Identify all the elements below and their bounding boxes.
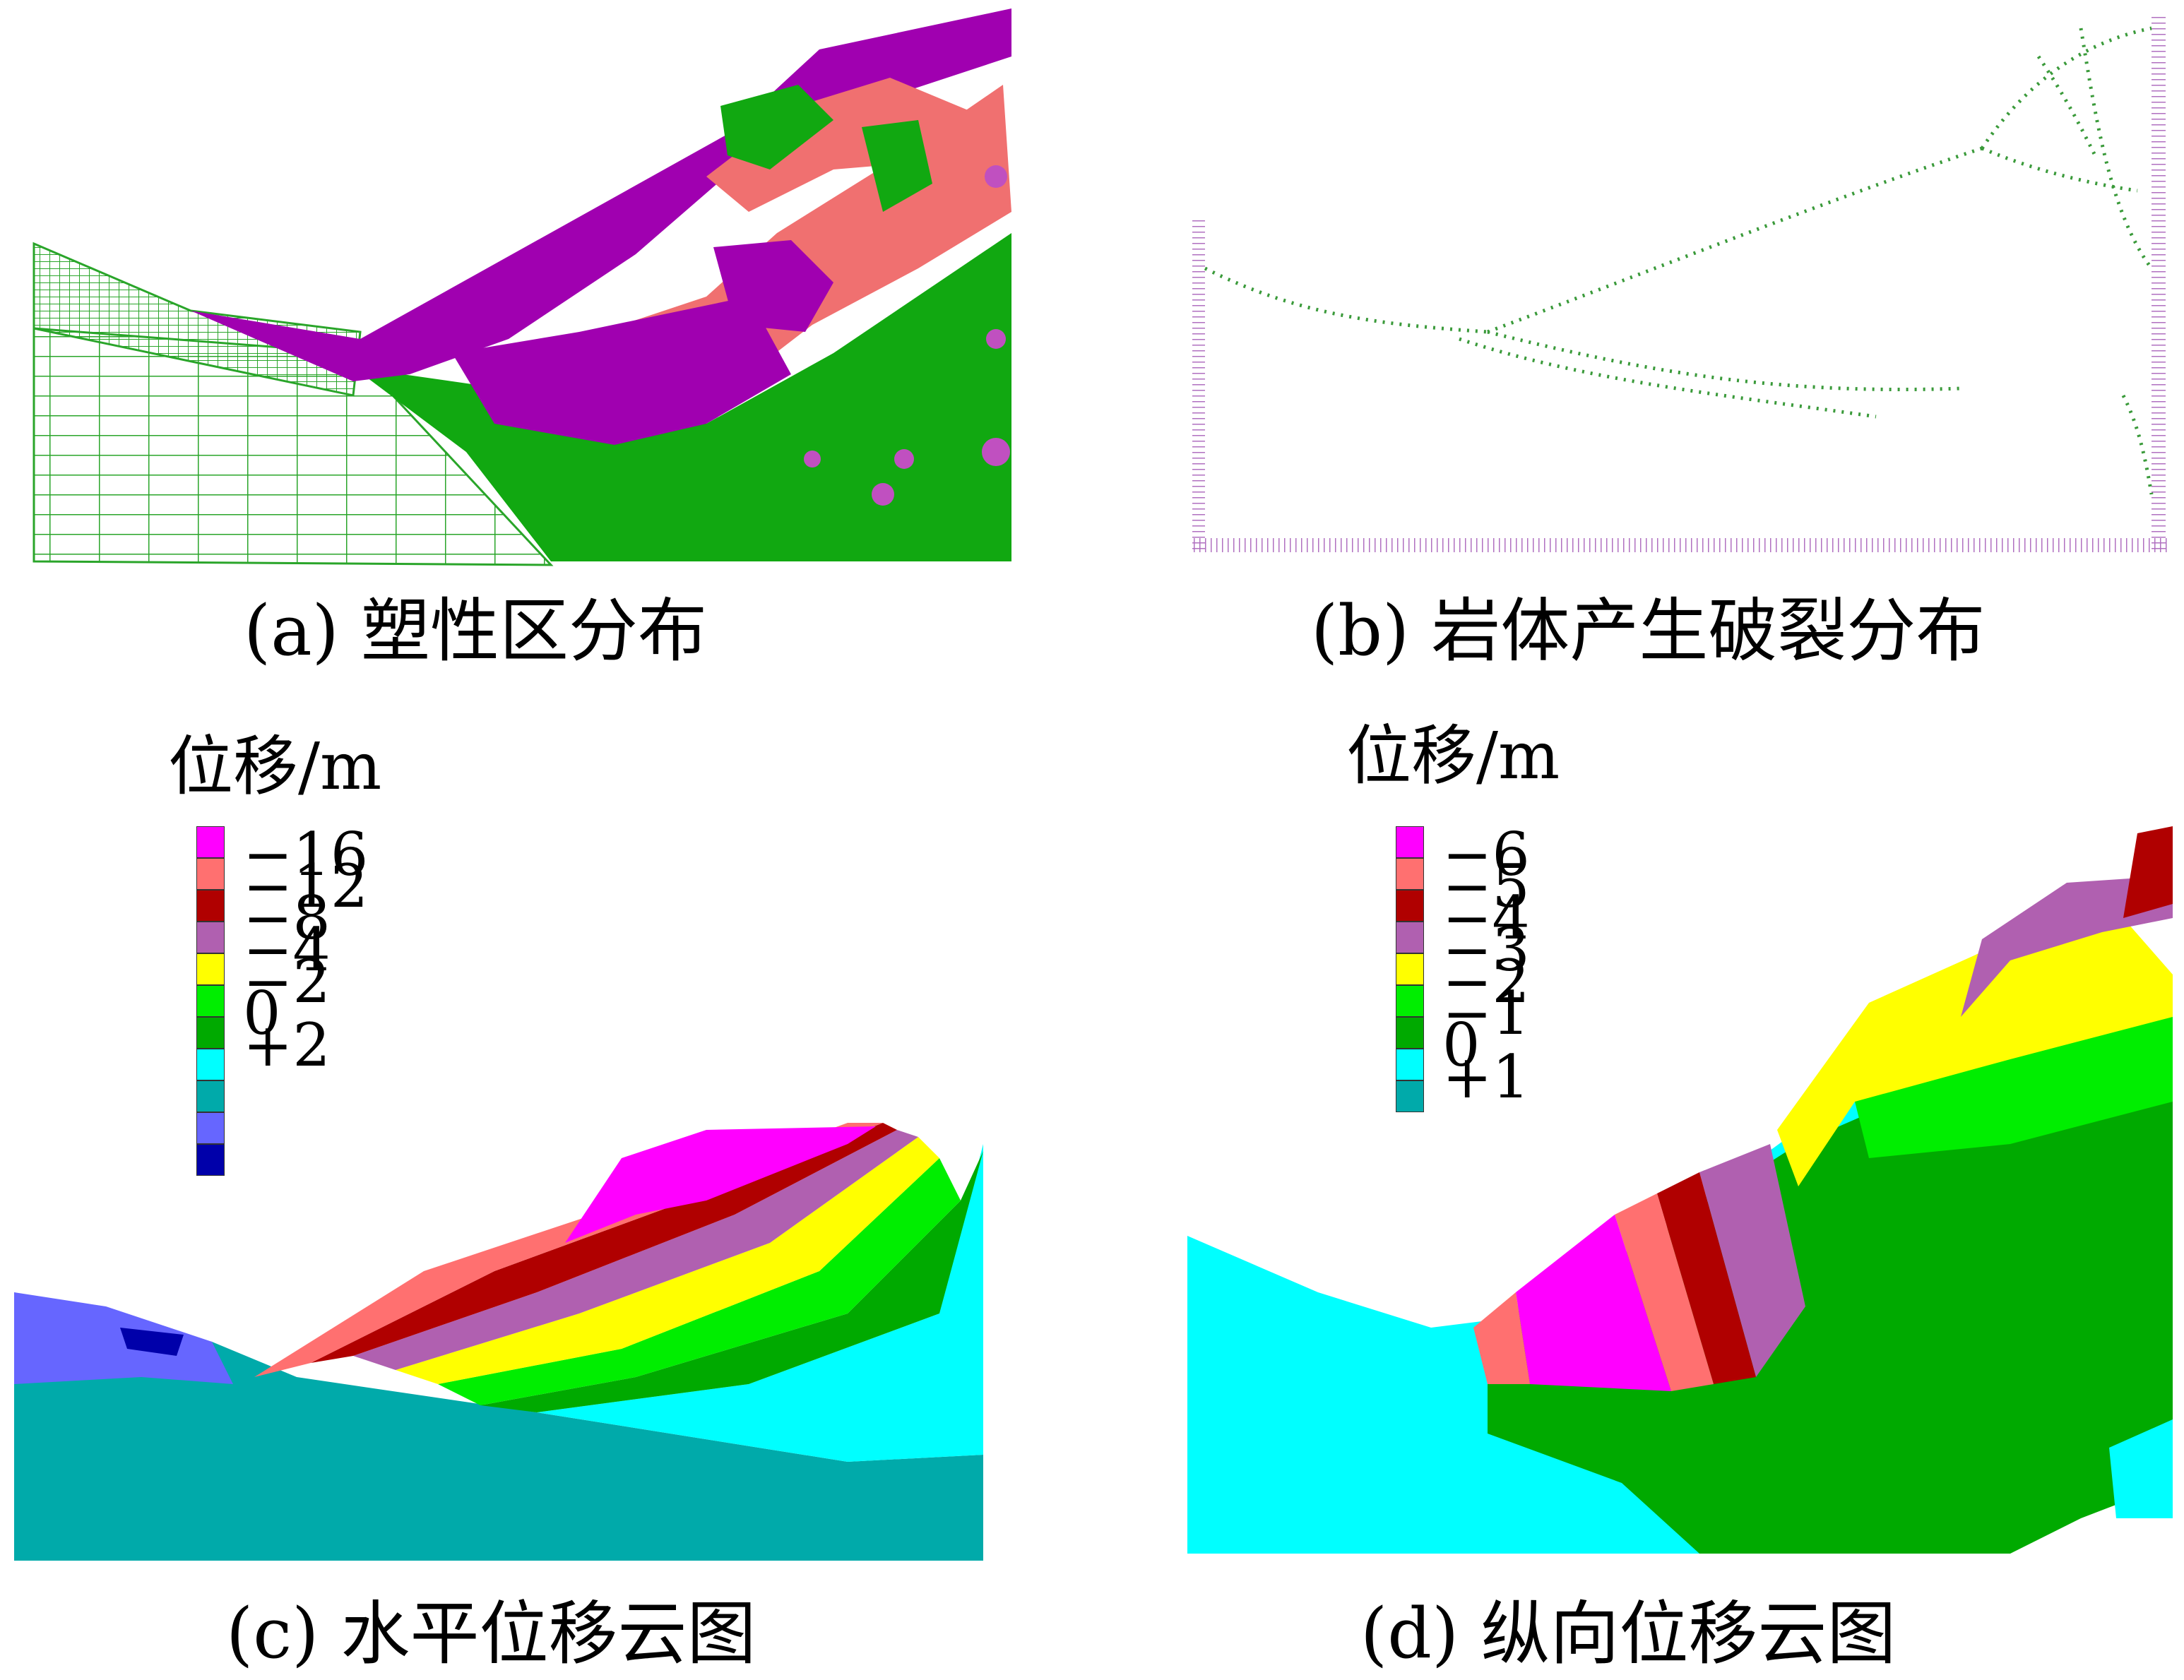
legend-label: +1 [1442, 1042, 1530, 1112]
contour-teal-base [14, 1292, 983, 1561]
contour-darkred [1657, 1172, 1756, 1384]
purple-blob [713, 240, 833, 332]
caption-d: (d) 纵向位移云图 [1360, 1594, 1897, 1674]
legend-swatch [196, 890, 225, 922]
contour-green [1855, 1003, 2173, 1158]
contour-purple-top [1961, 876, 2173, 1017]
legend-swatch [1396, 1017, 1424, 1049]
vertical-displacement-contour [1187, 826, 2173, 1554]
contour-darkgreen [480, 1151, 983, 1412]
caption-c: (c) 水平位移云图 [226, 1594, 756, 1674]
legend-swatch [1396, 953, 1424, 985]
green-elastic-zone [353, 233, 1011, 561]
legend-swatch [1396, 890, 1424, 922]
legend-label: −5 [1442, 852, 1530, 921]
frame-bottom [1192, 538, 2167, 552]
green-patch-2 [862, 120, 932, 212]
legend-label: +2 [243, 1011, 331, 1080]
contour-yellow [396, 1137, 939, 1384]
legend-swatch [196, 1017, 225, 1049]
crack-lines [1204, 26, 2154, 495]
caption-b: (b) 岩体产生破裂分布 [1311, 591, 1986, 672]
legend-swatch [196, 985, 225, 1017]
contour-purple [1699, 1144, 1805, 1377]
green-patch [720, 85, 833, 169]
frame-right [2152, 14, 2166, 552]
legend-swatch [196, 826, 225, 858]
legend-label: −16 [243, 820, 369, 889]
legend-title-c: 位移/m [168, 729, 382, 804]
legend-swatch [1396, 826, 1424, 858]
legend-label: −2 [243, 947, 331, 1016]
legend-swatch [196, 953, 225, 985]
horizontal-displacement-contour [14, 1123, 983, 1561]
contour-magenta [1516, 1215, 1671, 1391]
legend-swatch [196, 1112, 225, 1144]
contour-darkblue [120, 1328, 184, 1356]
contour-darkgreen-right [1488, 1031, 2173, 1554]
legend-swatch [196, 1049, 225, 1080]
legend-label: −3 [1442, 915, 1530, 984]
panel-c-horizontal-displacement: 位移/m −16 −12 −8 −4 −2 0 +2 (c) 水平位移云图 [0, 706, 1092, 1680]
legend-label: 0 [1442, 1011, 1480, 1080]
legend-label: −4 [1442, 883, 1530, 953]
contour-cyan [537, 1144, 983, 1462]
panel-d-vertical-displacement: 位移/m −6 −5 −4 −3 −2 −1 0 +1 (d) 纵向位移云图 [1092, 706, 2184, 1680]
contour-salmon-left [1473, 1292, 1530, 1384]
legend-label: −2 [1442, 947, 1530, 1016]
caption-a: (a) 塑性区分布 [244, 591, 708, 672]
legend-swatch [196, 922, 225, 953]
legend-swatch [1396, 1049, 1424, 1080]
frame-left [1192, 220, 1205, 552]
legend-label: −8 [243, 883, 331, 953]
legend-title-d: 位移/m [1346, 718, 1560, 794]
legend-label: 0 [243, 979, 281, 1048]
legend-swatch [196, 1080, 225, 1112]
legend-label: −1 [1442, 979, 1530, 1048]
panel-a-plastic-zone: (a) 塑性区分布 [0, 0, 1092, 706]
legend-swatch [196, 1144, 225, 1176]
contour-cyan-right [2109, 1419, 2173, 1518]
purple-plastic-zone-2 [452, 297, 791, 445]
plastic-zone-plot [32, 8, 1011, 566]
contour-green [438, 1158, 961, 1405]
salmon-plastic-zone-2 [706, 78, 975, 212]
legend-swatch [1396, 858, 1424, 890]
contour-salmon [254, 1123, 883, 1377]
legend-swatch [1396, 922, 1424, 953]
legend-swatch [1396, 1080, 1424, 1112]
legend-swatch [1396, 985, 1424, 1017]
legend-label: −12 [243, 852, 369, 921]
fracture-plot [1192, 14, 2167, 552]
legend-swatch [196, 858, 225, 890]
panel-b-fracture-distribution: (b) 岩体产生破裂分布 [1092, 0, 2184, 706]
purple-dots [804, 165, 1010, 506]
contour-darkred-top [2123, 826, 2173, 918]
contour-purple [353, 1130, 918, 1370]
legend-label: −6 [1442, 820, 1530, 889]
legend-label: −4 [243, 915, 331, 984]
contour-salmon [1615, 1193, 1714, 1391]
contour-yellow [1777, 918, 2173, 1186]
contour-magenta [565, 1126, 876, 1243]
